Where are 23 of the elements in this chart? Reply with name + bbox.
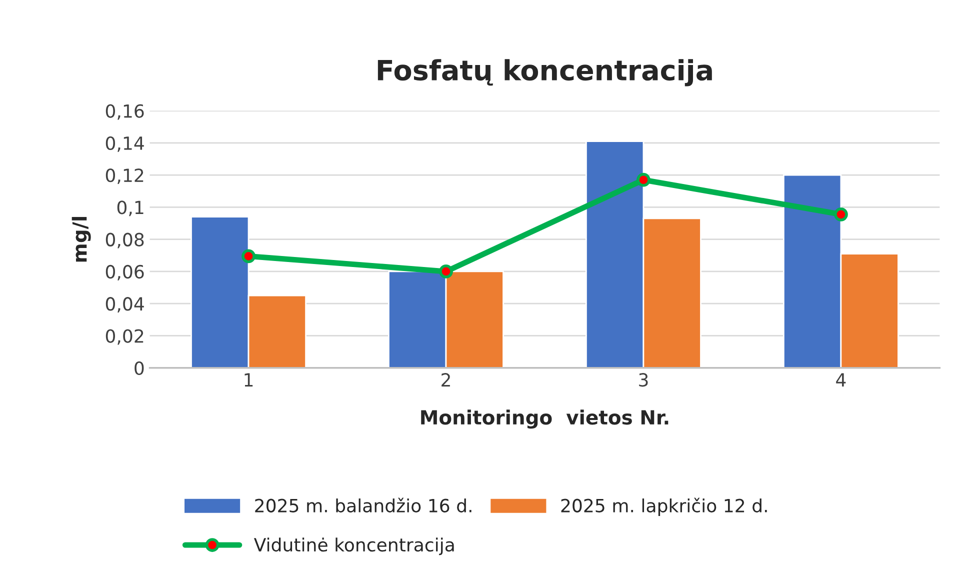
point — [439, 264, 453, 278]
y-tick-label: 0 — [134, 361, 144, 375]
y-axis-title: mg/l — [72, 216, 91, 262]
y-tick-label: 0,08 — [106, 232, 144, 248]
x-axis-title: Monitoringo vietos Nr. — [421, 410, 668, 429]
y-tick-label: 0,04 — [106, 297, 144, 313]
point — [834, 207, 848, 222]
x-tick-label: 4 — [836, 373, 846, 386]
x-tick-label: 2 — [442, 373, 450, 386]
y-tick-label: 0,1 — [117, 200, 144, 216]
y-tick-label: 0,14 — [106, 136, 144, 152]
legend-label: 2025 m. lapkričio 12 d. — [561, 498, 767, 516]
legend-label: Vidutinė koncentracija — [254, 538, 454, 556]
point — [242, 249, 256, 264]
x-tick-label: 3 — [639, 373, 648, 387]
x-tick-label: 1 — [244, 373, 253, 386]
y-tick-label: 0,06 — [106, 264, 144, 280]
y-tick-label: 0,02 — [106, 329, 144, 345]
chart-title: Fosfatų koncentracija — [378, 59, 712, 86]
y-tick-label: 0,12 — [106, 168, 144, 184]
y-tick-label: 0,16 — [106, 104, 144, 120]
point — [636, 172, 650, 187]
legend-label: 2025 m. balandžio 16 d. — [255, 498, 472, 512]
